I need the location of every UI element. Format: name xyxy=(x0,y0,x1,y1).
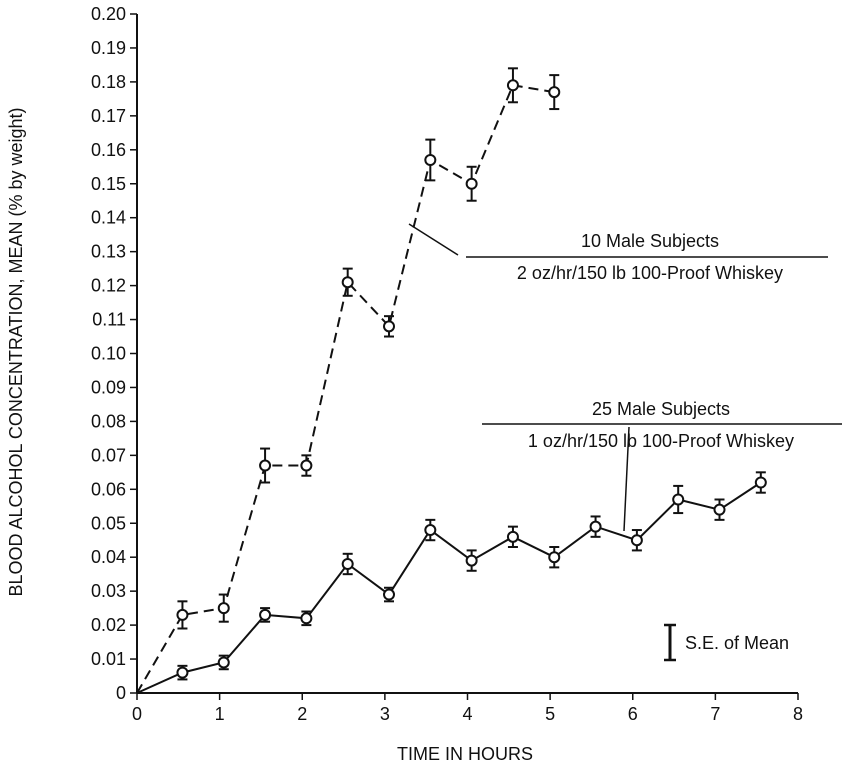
data-point xyxy=(424,524,437,537)
y-tick-label: 0.03 xyxy=(91,581,126,601)
y-tick-label: 0.04 xyxy=(91,547,126,567)
x-tick-label: 0 xyxy=(132,704,142,724)
y-tick-label: 0.05 xyxy=(91,513,126,533)
series-layer xyxy=(136,67,767,694)
y-tick-label: 0.13 xyxy=(91,242,126,262)
data-point xyxy=(341,276,354,289)
data-point xyxy=(589,520,602,533)
y-tick-label: 0.06 xyxy=(91,479,126,499)
data-point xyxy=(548,86,561,99)
y-tick-label: 0.09 xyxy=(91,377,126,397)
x-tick-label: 7 xyxy=(710,704,720,724)
y-tick-label: 0.11 xyxy=(92,310,126,330)
data-point xyxy=(176,666,189,679)
series-2 xyxy=(136,471,767,694)
data-point xyxy=(465,177,478,190)
annotations xyxy=(408,223,842,662)
series-1-label-line1: 10 Male Subjects xyxy=(581,231,719,251)
x-tick-label: 6 xyxy=(628,704,638,724)
data-point xyxy=(383,588,396,601)
data-point xyxy=(506,79,519,92)
data-point xyxy=(217,602,230,615)
x-axis-label: TIME IN HOURS xyxy=(397,744,533,764)
y-tick-label: 0.17 xyxy=(91,106,126,126)
data-point xyxy=(341,557,354,570)
data-point xyxy=(259,459,272,472)
data-point xyxy=(424,153,437,166)
data-point xyxy=(217,656,230,669)
x-tick-label: 4 xyxy=(462,704,472,724)
series-1-line xyxy=(136,84,555,694)
series-1 xyxy=(136,67,561,694)
axes xyxy=(136,14,798,694)
series-2-leader-line xyxy=(623,426,630,532)
series-2-line xyxy=(136,481,762,694)
y-tick-label: 0.18 xyxy=(91,72,126,92)
x-tick-label: 2 xyxy=(297,704,307,724)
y-tick-label: 0.20 xyxy=(91,4,126,24)
y-tick-label: 0.08 xyxy=(91,411,126,431)
y-tick-label: 0.15 xyxy=(91,174,126,194)
se-legend-label: S.E. of Mean xyxy=(685,633,789,653)
x-tick-label: 5 xyxy=(545,704,555,724)
data-point xyxy=(548,551,561,564)
data-point xyxy=(754,476,767,489)
series-1-label-line2: 2 oz/hr/150 lb 100-Proof Whiskey xyxy=(517,263,783,283)
x-tick-label: 1 xyxy=(215,704,225,724)
data-point xyxy=(713,503,726,516)
data-point xyxy=(672,493,685,506)
y-tick-label: 0.01 xyxy=(91,649,126,669)
data-point xyxy=(630,534,643,547)
y-tick-label: 0.02 xyxy=(91,615,126,635)
data-point xyxy=(259,608,272,621)
series-1-leader-line xyxy=(408,223,459,256)
series-2-label-line1: 25 Male Subjects xyxy=(592,399,730,419)
y-axis-label: BLOOD ALCOHOL CONCENTRATION, MEAN (% by … xyxy=(6,107,26,596)
data-point xyxy=(383,320,396,333)
x-tick-label: 8 xyxy=(793,704,803,724)
data-point xyxy=(465,554,478,567)
data-point xyxy=(176,608,189,621)
y-tick-label: 0.14 xyxy=(91,208,126,228)
data-point xyxy=(300,459,313,472)
y-tick-label: 0.12 xyxy=(91,276,126,296)
series-2-label-line2: 1 oz/hr/150 lb 100-Proof Whiskey xyxy=(528,431,794,451)
ticks: 0 0.01 0.02 0.03 0.04 0.05 0.06 0.07 0.08 0.09 0.1… xyxy=(91,4,803,724)
data-point xyxy=(506,530,519,543)
y-tick-label: 0.16 xyxy=(91,140,126,160)
y-tick-label: 0.19 xyxy=(91,38,126,58)
y-tick-label: 0 xyxy=(116,683,126,703)
x-tick-label: 3 xyxy=(380,704,390,724)
y-tick-label: 0.07 xyxy=(91,445,126,465)
data-point xyxy=(300,612,313,625)
y-tick-label: 0.10 xyxy=(91,344,126,364)
